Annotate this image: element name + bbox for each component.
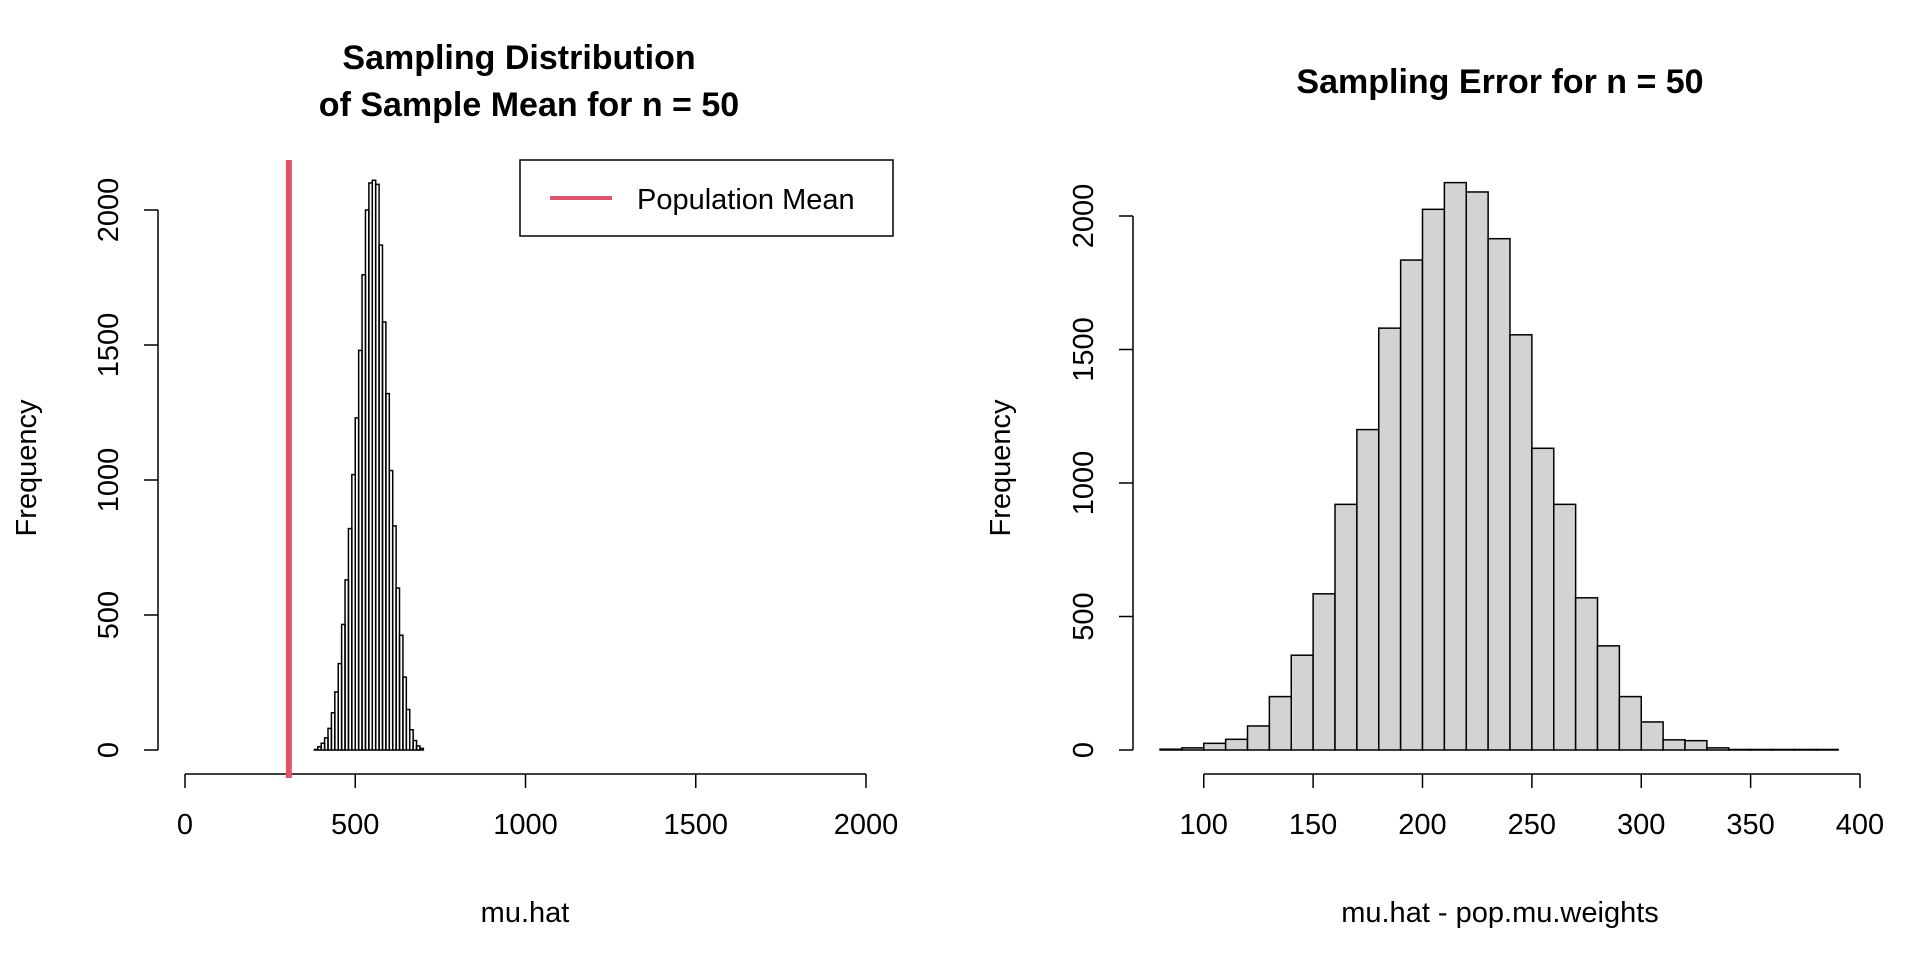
left-y-tick-label-1: 500 (93, 591, 125, 639)
right-bar-14 (1465, 191, 1489, 751)
right-x-axis: 100 150 200 250 300 350 400 (1180, 773, 1884, 841)
right-bar-10 (1378, 327, 1402, 751)
right-bar-1 (1181, 747, 1205, 751)
right-title: Sampling Error for n = 50 (1296, 63, 1703, 101)
right-bar-22 (1640, 721, 1664, 751)
left-bars (313, 179, 425, 751)
left-bar-31 (419, 747, 425, 751)
right-bar-7 (1312, 593, 1336, 751)
left-y-tick-label-0: 0 (93, 742, 125, 758)
right-y-tick-label-0: 0 (1068, 742, 1100, 758)
right-bar-4 (1246, 725, 1271, 751)
right-bar-28 (1771, 748, 1796, 751)
left-x-tick-label-3: 1500 (663, 809, 728, 841)
right-y-axis: 0 500 1000 1500 2000 (1068, 184, 1134, 758)
right-bar-23 (1662, 739, 1686, 751)
right-bar-9 (1356, 428, 1380, 751)
right-x-tick-label-2: 200 (1398, 809, 1446, 841)
right-bar-29 (1793, 748, 1817, 751)
right-bar-25 (1706, 747, 1730, 751)
right-x-tick-label-3: 250 (1508, 809, 1556, 841)
left-x-axis-label: mu.hat (481, 897, 570, 929)
left-y-tick-label-2: 1000 (93, 448, 125, 513)
left-panel: Sampling Distribution of Sample Mean for… (11, 39, 898, 929)
left-title-line-1: Sampling Distribution (342, 39, 695, 77)
legend-entry-population-mean: Population Mean (637, 184, 855, 216)
right-bar-15 (1487, 237, 1511, 751)
right-bar-26 (1728, 748, 1752, 751)
right-bar-21 (1618, 695, 1642, 751)
right-bar-18 (1553, 503, 1577, 751)
right-x-tick-label-4: 300 (1617, 809, 1665, 841)
left-x-tick-label-2: 1000 (493, 809, 558, 841)
right-y-tick-label-1: 500 (1068, 592, 1100, 640)
right-y-axis-label: Frequency (985, 399, 1017, 537)
right-panel: Sampling Error for n = 50 mu.hat - pop.m… (985, 63, 1884, 929)
right-bar-11 (1399, 259, 1424, 751)
right-x-tick-label-5: 350 (1726, 809, 1774, 841)
left-y-tick-label-3: 1500 (93, 313, 125, 378)
right-bar-16 (1509, 334, 1533, 751)
left-title-line-2: of Sample Mean for n = 50 (319, 86, 739, 124)
left-y-axis-label: Frequency (11, 399, 43, 537)
left-x-tick-label-4: 2000 (834, 809, 899, 841)
right-x-tick-label-6: 400 (1836, 809, 1884, 841)
right-bar-3 (1224, 738, 1249, 751)
right-y-tick-label-4: 2000 (1068, 184, 1100, 249)
left-y-axis: 0 500 1000 1500 2000 (93, 178, 159, 758)
right-bar-8 (1334, 503, 1358, 751)
left-x-tick-label-0: 0 (177, 809, 193, 841)
left-x-axis: 0 500 1000 1500 2000 (177, 773, 899, 841)
right-bar-27 (1749, 748, 1774, 751)
right-x-tick-label-0: 100 (1180, 809, 1228, 841)
right-bar-6 (1290, 654, 1314, 751)
right-bar-2 (1203, 742, 1227, 751)
right-bar-24 (1684, 739, 1708, 751)
right-bar-12 (1421, 208, 1446, 751)
right-bar-0 (1159, 748, 1183, 751)
right-y-tick-label-3: 1500 (1068, 317, 1100, 382)
right-x-axis-label: mu.hat - pop.mu.weights (1341, 897, 1659, 929)
right-bars (1159, 181, 1839, 751)
right-bar-13 (1443, 181, 1467, 751)
right-bar-19 (1574, 597, 1599, 751)
right-bar-5 (1268, 695, 1292, 751)
left-y-tick-label-4: 2000 (93, 178, 125, 243)
legend: Population Mean (519, 159, 894, 237)
right-y-tick-label-2: 1000 (1068, 451, 1100, 516)
left-x-tick-label-1: 500 (331, 809, 379, 841)
right-bar-17 (1531, 447, 1555, 751)
right-bar-30 (1815, 748, 1839, 751)
right-x-tick-label-1: 150 (1289, 809, 1337, 841)
right-bar-20 (1596, 645, 1621, 751)
